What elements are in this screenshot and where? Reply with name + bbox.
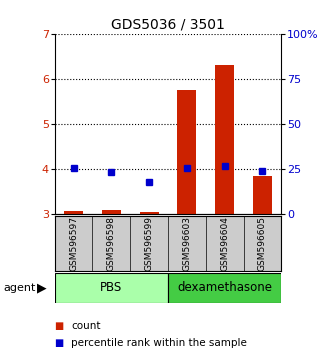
Text: GSM596604: GSM596604 (220, 216, 229, 271)
Text: GSM596599: GSM596599 (145, 216, 154, 271)
Bar (55, 216, 92, 271)
Text: dexamethasone: dexamethasone (177, 281, 272, 294)
Bar (102, 210, 121, 214)
Bar (168, 273, 281, 303)
Text: GSM596598: GSM596598 (107, 216, 116, 271)
Bar (177, 90, 196, 214)
Text: PBS: PBS (100, 281, 122, 294)
Text: GSM596597: GSM596597 (69, 216, 78, 271)
Bar (140, 212, 159, 214)
Bar (64, 211, 83, 214)
Bar (253, 176, 272, 214)
Text: ■: ■ (55, 321, 64, 331)
Bar (92, 216, 130, 271)
Bar (206, 216, 244, 271)
Text: GSM596603: GSM596603 (182, 216, 191, 271)
Bar (168, 216, 206, 271)
Bar (130, 216, 168, 271)
Bar (55, 273, 168, 303)
Bar (244, 216, 281, 271)
Text: ■: ■ (55, 338, 64, 348)
Text: percentile rank within the sample: percentile rank within the sample (71, 338, 247, 348)
Title: GDS5036 / 3501: GDS5036 / 3501 (111, 17, 225, 31)
Text: ▶: ▶ (36, 281, 46, 294)
Bar (215, 65, 234, 214)
Text: count: count (71, 321, 101, 331)
Text: GSM596605: GSM596605 (258, 216, 267, 271)
Text: agent: agent (3, 282, 36, 293)
